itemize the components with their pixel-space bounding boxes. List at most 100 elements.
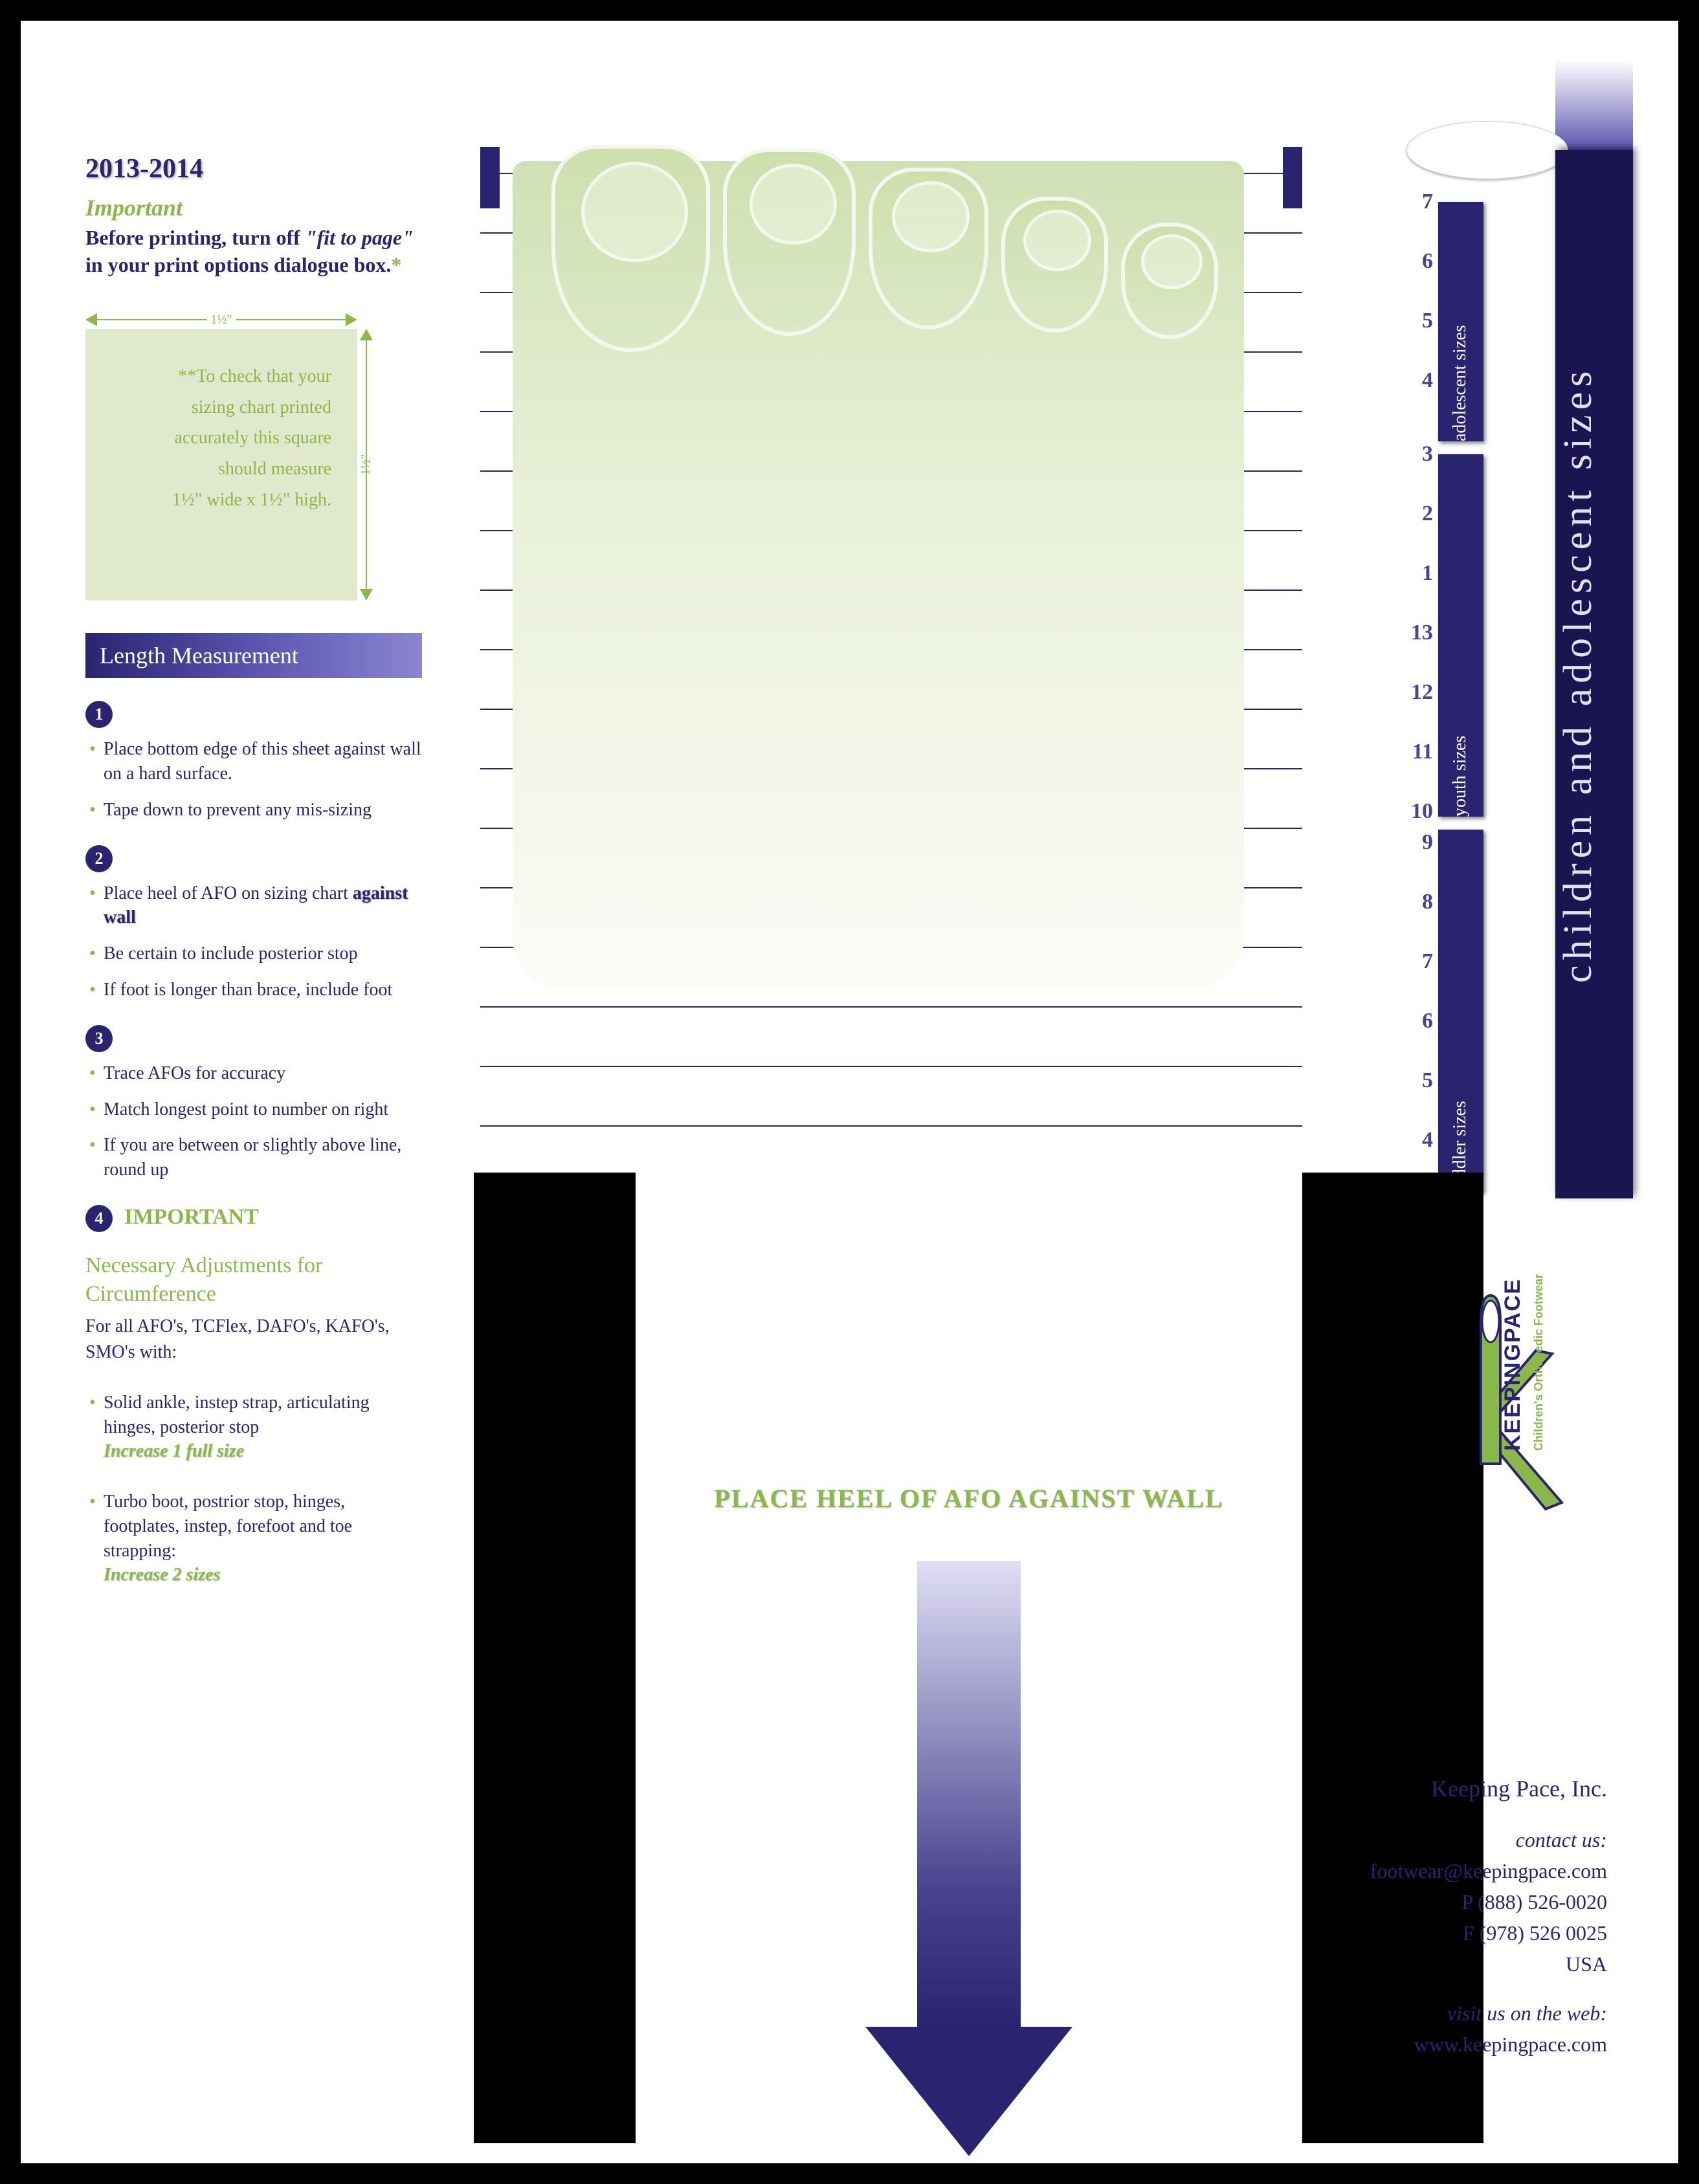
important-header: Important [85, 194, 422, 221]
size-line [480, 1006, 1302, 1008]
step-4-label: IMPORTANT [124, 1205, 259, 1230]
scale-column: adolescent sizes7654youth sizes321131211… [1438, 163, 1483, 1211]
scale-number: 12 [1411, 680, 1433, 705]
size-line [480, 1066, 1302, 1067]
height-arrow: 1½" [357, 329, 375, 601]
step-3-b1: Trace AFOs for accuracy [85, 1061, 422, 1086]
step-1-b1: Place bottom edge of this sheet against … [85, 737, 422, 786]
page: children and adolescent sizes 2013-2014 … [21, 21, 1678, 2163]
scale-number: 2 [1422, 502, 1433, 526]
logo: KEEPINGPACE Children's Orthopedic Footwe… [1374, 1270, 1607, 1629]
height-label: 1½" [359, 454, 374, 476]
scale-group-box: youth sizes [1438, 454, 1483, 817]
step-4-subtext: For all AFO's, TCFlex, DAFO's, KAFO's, S… [85, 1314, 422, 1364]
scale-number: 7 [1422, 190, 1433, 214]
scale-number: 10 [1411, 799, 1433, 824]
toe [1121, 223, 1218, 339]
section-header: Length Measurement [85, 633, 422, 678]
toe [1001, 197, 1108, 333]
top-bar-left [480, 147, 500, 208]
step-4-b2: Turbo boot, postrior stop, hinges, footp… [85, 1490, 422, 1587]
important-line2: "fit to page" [305, 226, 414, 249]
calibration-square: **To check that your sizing chart printe… [85, 329, 357, 601]
scale-number: 6 [1422, 1009, 1433, 1033]
check-line1: **To check that your [111, 361, 331, 392]
sidebar: 2013-2014 Important Before printing, tur… [85, 153, 422, 1599]
important-line3: in your print options dialogue box. [85, 253, 391, 276]
heel-zone: PLACE HEEL OF AFO AGAINST WALL [636, 1173, 1302, 2143]
contact-email: footwear@keepingpace.com [1303, 1855, 1607, 1886]
important-line1: Before printing, turn off [85, 226, 300, 249]
scale-number: 4 [1422, 368, 1433, 393]
important-text: Before printing, turn off "fit to page" … [85, 225, 422, 278]
scale-group-label: toddler sizes [1450, 830, 1471, 1192]
logo-tagline: Children's Orthopedic Footwear [1532, 1274, 1545, 1451]
scale-group-label: youth sizes [1450, 454, 1471, 817]
step-3-b3: If you are between or slightly above lin… [85, 1133, 422, 1182]
step-4-subheader: Necessary Adjustments for Circumference [85, 1252, 422, 1308]
check-line5: 1½" wide x 1½" high. [111, 485, 331, 516]
scale-number: 4 [1422, 1128, 1433, 1153]
company-name: Keeping Pace, Inc. [1303, 1771, 1607, 1806]
vertical-title: children and adolescent sizes [1555, 150, 1633, 1198]
chart-side-left [474, 1173, 636, 2143]
contact-info: Keeping Pace, Inc. contact us: footwear@… [1303, 1771, 1607, 2060]
step-4-b1: Solid ankle, instep strap, articulating … [85, 1391, 422, 1464]
step-2-b2: Be certain to include posterior stop [85, 942, 422, 966]
toe [723, 148, 856, 336]
scale-number: 6 [1422, 249, 1433, 274]
contact-fax: F (978) 526 0025 [1303, 1917, 1607, 1948]
asterisk: * [391, 253, 401, 276]
top-bar-right [1283, 147, 1302, 208]
toenail [1141, 234, 1203, 289]
step-1-b2: Tape down to prevent any mis-sizing [85, 798, 422, 822]
scale-group-box: toddler sizes [1438, 830, 1483, 1192]
step-4: 4 IMPORTANT Necessary Adjustments for Ci… [85, 1205, 422, 1587]
scale-number: 5 [1422, 309, 1433, 333]
scale-number: 8 [1422, 890, 1433, 914]
step-3: 3 Trace AFOs for accuracy Match longest … [85, 1025, 422, 1182]
check-line4: should measure [111, 454, 331, 485]
logo-icon: KEEPINGPACE Children's Orthopedic Footwe… [1406, 1270, 1575, 1626]
check-line2: sizing chart printed [111, 392, 331, 423]
step-1-num: 1 [85, 701, 113, 728]
toenail [892, 181, 970, 252]
toe [551, 145, 710, 352]
toenail [750, 164, 837, 245]
scale-group-box: adolescent sizes [1438, 202, 1483, 441]
heel-text: PLACE HEEL OF AFO AGAINST WALL [636, 1483, 1302, 1514]
width-arrow: 1½" [85, 311, 357, 329]
step-2-b3: If foot is longer than brace, include fo… [85, 978, 422, 1002]
logo-brand: KEEPINGPACE [1500, 1278, 1525, 1451]
step-3-b2: Match longest point to number on right [85, 1098, 422, 1122]
contact-web: www.keepingpace.com [1303, 2029, 1607, 2060]
contact-country: USA [1303, 1948, 1607, 1980]
step-1: 1 Place bottom edge of this sheet agains… [85, 701, 422, 822]
toenail [1023, 210, 1091, 271]
scale-group-label: adolescent sizes [1450, 202, 1471, 441]
scale-number: 7 [1422, 949, 1433, 974]
scale-number: 13 [1411, 621, 1433, 645]
foot-outline [513, 161, 1244, 989]
scale-number: 9 [1422, 830, 1433, 855]
width-label: 1½" [206, 313, 236, 327]
scale-number: 3 [1422, 442, 1433, 467]
toenail [581, 162, 688, 262]
scale-number: 5 [1422, 1068, 1433, 1093]
check-box: 1½" **To check that your sizing chart pr… [85, 311, 390, 601]
step-3-num: 3 [85, 1025, 113, 1052]
visit-label: visit us on the web: [1303, 1998, 1607, 2029]
step-2: 2 Place heel of AFO on sizing chart agai… [85, 845, 422, 1002]
contact-us-label: contact us: [1303, 1824, 1607, 1855]
step-2-num: 2 [85, 845, 113, 872]
contact-phone: P (888) 526-0020 [1303, 1886, 1607, 1917]
year: 2013-2014 [85, 153, 422, 184]
scale-number: 1 [1422, 561, 1433, 586]
down-arrow-icon [865, 1561, 1072, 2143]
vert-title-gradient [1555, 60, 1633, 150]
size-line [480, 1125, 1302, 1127]
step-4-num: 4 [85, 1205, 113, 1232]
scale-number: 11 [1412, 740, 1433, 764]
step-2-b1: Place heel of AFO on sizing chart agains… [85, 881, 422, 931]
check-line3: accurately this square [111, 423, 331, 454]
